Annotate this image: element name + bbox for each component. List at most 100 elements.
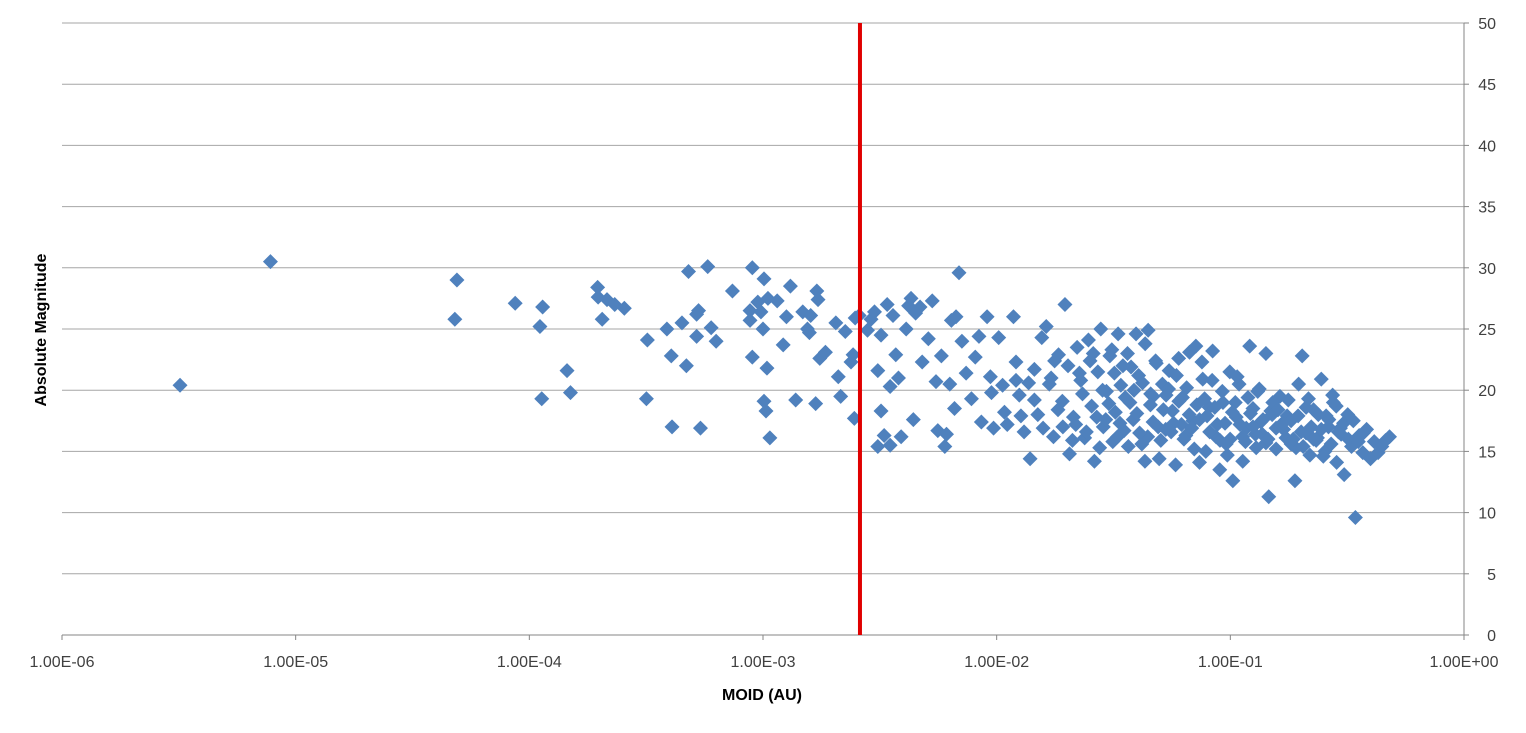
data-point — [562, 385, 578, 401]
data-point — [594, 311, 610, 327]
data-point — [939, 426, 955, 442]
data-point — [1045, 429, 1061, 445]
data-point — [1095, 382, 1111, 398]
axes — [61, 22, 1469, 640]
data-point — [681, 263, 697, 279]
data-point — [1171, 393, 1187, 409]
data-point — [1119, 345, 1135, 361]
y-tick-label: 45 — [1478, 77, 1496, 94]
y-tick-label: 50 — [1478, 16, 1496, 33]
data-point — [1050, 402, 1066, 418]
data-point — [1132, 425, 1148, 441]
data-point — [1115, 358, 1131, 374]
data-point — [1071, 365, 1087, 381]
data-point — [803, 308, 819, 324]
data-point — [758, 403, 774, 419]
x-tick-label: 1.00E-03 — [731, 654, 796, 671]
y-tick-label: 30 — [1478, 261, 1496, 278]
data-point — [1212, 462, 1228, 478]
data-point — [1258, 345, 1274, 361]
data-point — [1192, 454, 1208, 470]
data-point — [1291, 376, 1307, 392]
data-point — [1110, 429, 1126, 445]
data-point — [659, 321, 675, 337]
data-point — [744, 349, 760, 365]
data-point — [1287, 473, 1303, 489]
data-point — [535, 299, 551, 315]
data-point — [1382, 429, 1398, 445]
data-point — [639, 332, 655, 348]
data-point — [689, 328, 705, 344]
data-point — [1302, 447, 1318, 463]
data-point — [1294, 348, 1310, 364]
data-point — [995, 377, 1011, 393]
data-point — [1128, 326, 1144, 342]
data-point — [1345, 413, 1361, 429]
data-point — [1275, 415, 1291, 431]
data-point — [1235, 429, 1251, 445]
data-point — [1336, 467, 1352, 483]
data-point — [1008, 354, 1024, 370]
data-point — [903, 290, 919, 306]
data-point — [1137, 453, 1153, 469]
y-tick-label: 10 — [1478, 506, 1496, 523]
data-point — [1135, 375, 1151, 391]
data-point — [1240, 390, 1256, 406]
data-point — [1340, 431, 1356, 447]
data-point — [1035, 420, 1051, 436]
data-point — [801, 325, 817, 341]
data-point — [700, 259, 716, 275]
data-point — [958, 365, 974, 381]
data-point — [1113, 377, 1129, 393]
data-point — [507, 295, 523, 311]
data-point — [833, 388, 849, 404]
data-point — [1126, 382, 1142, 398]
data-point — [1285, 431, 1301, 447]
data-point — [762, 430, 778, 446]
y-tick-label: 35 — [1478, 200, 1496, 217]
data-point — [1011, 387, 1027, 403]
y-tick-label: 25 — [1478, 322, 1496, 339]
data-point — [692, 420, 708, 436]
y-tick-label: 0 — [1487, 628, 1496, 645]
data-point — [744, 260, 760, 276]
data-point — [1205, 343, 1221, 359]
data-point — [928, 374, 944, 390]
data-point — [1005, 309, 1021, 325]
data-point — [890, 370, 906, 386]
data-point — [1022, 451, 1038, 467]
data-point — [664, 419, 680, 435]
data-point — [703, 320, 719, 336]
data-point — [1043, 370, 1059, 386]
data-point — [973, 414, 989, 430]
data-point — [775, 337, 791, 353]
data-point — [1101, 396, 1117, 412]
data-point — [882, 437, 898, 453]
data-point — [1219, 447, 1235, 463]
data-point — [1013, 408, 1029, 424]
data-point — [1158, 387, 1174, 403]
data-point — [449, 272, 465, 288]
data-point — [1176, 431, 1192, 447]
data-point — [1270, 402, 1286, 418]
data-point — [888, 347, 904, 363]
data-point — [1181, 407, 1197, 423]
data-point — [1222, 431, 1238, 447]
data-point — [1329, 454, 1345, 470]
data-point — [769, 293, 785, 309]
data-point — [753, 304, 769, 320]
data-point — [1184, 420, 1200, 436]
data-point — [1194, 354, 1210, 370]
data-point — [534, 391, 550, 407]
data-point — [1179, 380, 1195, 396]
data-point — [954, 333, 970, 349]
data-point — [967, 349, 983, 365]
data-point — [1080, 332, 1096, 348]
data-point — [1207, 399, 1223, 415]
data-point — [982, 369, 998, 385]
data-point — [678, 358, 694, 374]
data-point — [1268, 441, 1284, 457]
data-point — [1060, 358, 1076, 374]
data-point — [447, 311, 463, 327]
